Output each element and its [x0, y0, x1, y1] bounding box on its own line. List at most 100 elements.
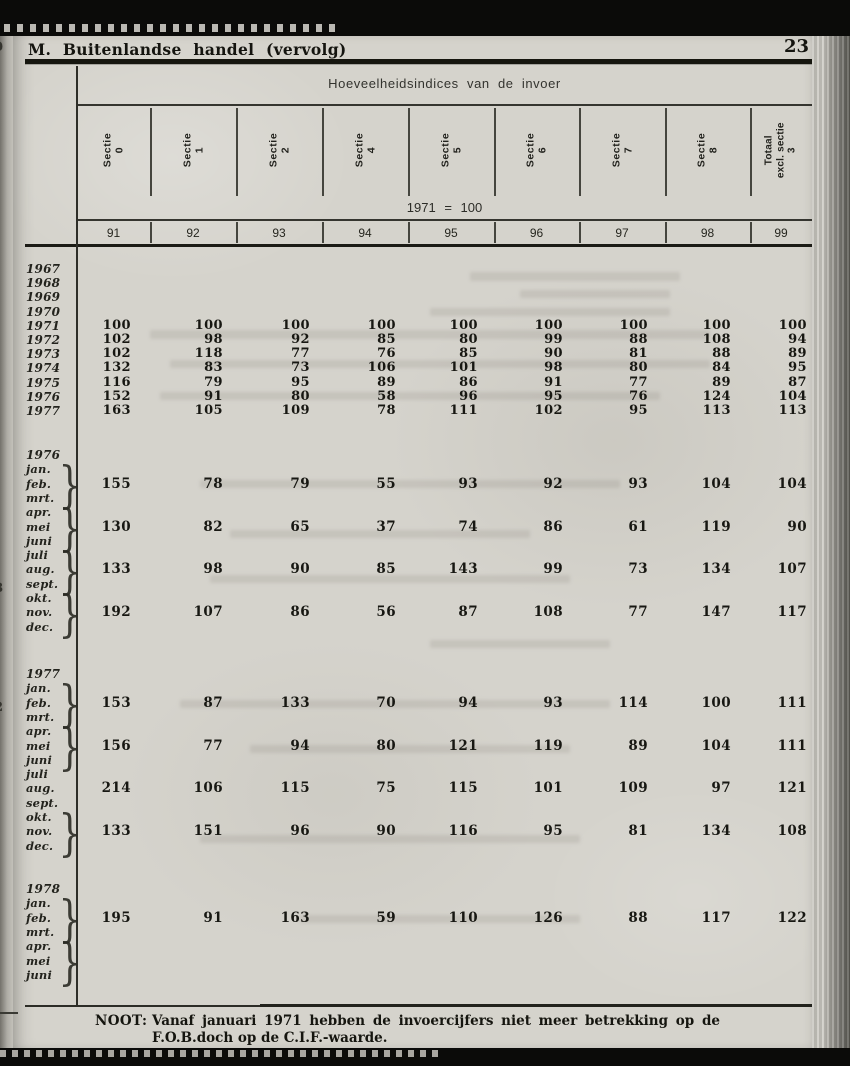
- table-cell: 89: [628, 737, 648, 754]
- table-rule-bottom-heavy: [260, 1004, 812, 1007]
- column-separator: [579, 222, 581, 243]
- table-cell: 195: [101, 909, 131, 926]
- row-label-month: aug.: [26, 781, 55, 796]
- table-cell: 104: [701, 475, 731, 492]
- table-cell: 163: [102, 403, 131, 418]
- row-label-month: okt.: [26, 810, 52, 824]
- table-cell: 89: [788, 346, 807, 362]
- table-cell: 95: [544, 388, 563, 404]
- row-label-year: 1968: [26, 276, 61, 291]
- table-cell: 80: [459, 332, 478, 347]
- table-cell: 90: [376, 823, 396, 840]
- table-cell: 37: [376, 518, 396, 535]
- table-cell: 100: [534, 317, 563, 333]
- column-code: 95: [444, 226, 458, 240]
- table-cell: 100: [619, 317, 648, 333]
- table-cell: 106: [367, 360, 396, 376]
- column-code: 99: [774, 226, 788, 240]
- table-cell: 100: [194, 317, 223, 333]
- scan-bleed-artifact: [200, 835, 580, 843]
- table-cell: 98: [204, 332, 223, 347]
- table-cell: 104: [701, 737, 731, 754]
- table-cell: 102: [534, 403, 563, 418]
- scan-bleed-artifact: [200, 480, 620, 488]
- row-label-month: sept.: [26, 576, 59, 591]
- table-cell: 108: [702, 332, 731, 347]
- scan-bleed-artifact: [430, 308, 670, 316]
- column-separator: [236, 108, 238, 196]
- table-cell: 92: [543, 475, 563, 492]
- table-cell: 111: [777, 694, 807, 711]
- group-brace: }: [58, 456, 82, 515]
- table-cell: 90: [787, 518, 807, 535]
- table-cell: 74: [458, 518, 478, 535]
- scan-bleed-artifact: [520, 290, 670, 298]
- table-cell: 81: [628, 823, 648, 840]
- group-brace: }: [58, 542, 82, 601]
- row-label-month: jan.: [26, 681, 51, 696]
- table-cell: 65: [290, 518, 310, 535]
- table-cell: 115: [448, 780, 478, 797]
- column-separator: [750, 108, 752, 196]
- row-label-month: apr.: [26, 505, 52, 520]
- row-label-month: juli: [26, 548, 49, 563]
- table-cell: 95: [291, 374, 310, 390]
- scan-bleed-artifact: [210, 575, 570, 583]
- table-cell: 126: [533, 909, 563, 926]
- table-cell: 101: [533, 780, 563, 797]
- table-cell: 113: [778, 403, 807, 418]
- table-cell: 93: [458, 475, 478, 492]
- column-separator: [750, 222, 752, 243]
- column-separator: [494, 108, 496, 196]
- table-cell: 90: [544, 346, 563, 362]
- table-rule-codes: [77, 219, 812, 221]
- column-header-label: Sectie 0: [101, 132, 126, 168]
- table-cell: 111: [449, 403, 478, 418]
- scan-bleed-artifact: [230, 530, 530, 538]
- table-cell: 119: [701, 518, 731, 535]
- table-cell: 117: [701, 909, 731, 926]
- row-label-year: 1977: [26, 404, 61, 418]
- row-label-year: 1978: [26, 882, 61, 896]
- table-cell: 95: [543, 823, 563, 840]
- row-label-year: 1971: [26, 318, 61, 333]
- table-cell: 87: [788, 374, 807, 390]
- row-label-year: 1973: [26, 347, 61, 362]
- binding-perforations: [0, 1050, 440, 1057]
- scan-top-band: [0, 0, 850, 36]
- footnote-line: Vanaf januari 1971 hebben de invoercijfe…: [152, 1013, 720, 1029]
- table-cell: 83: [204, 360, 223, 376]
- table-cell: 77: [291, 346, 310, 362]
- table-cell: 91: [544, 374, 563, 390]
- table-cell: 78: [203, 475, 223, 492]
- column-code: 98: [700, 226, 715, 240]
- table-cell: 90: [290, 561, 310, 578]
- table-cell: 88: [629, 332, 648, 347]
- table-cell: 87: [458, 604, 478, 621]
- group-brace: }: [58, 585, 82, 643]
- table-cell: 95: [629, 403, 648, 418]
- table-cell: 122: [777, 909, 807, 926]
- table-cell: 118: [194, 346, 223, 362]
- scan-bottom-band: [0, 1048, 850, 1066]
- scan-bleed-artifact: [160, 392, 660, 400]
- table-cell: 75: [376, 780, 396, 797]
- table-cell: 89: [377, 374, 396, 390]
- row-label-month: mrt.: [26, 924, 55, 939]
- row-label-year: 1970: [26, 304, 61, 319]
- table-cell: 105: [194, 403, 223, 418]
- table-cell: 93: [543, 694, 563, 711]
- row-label-month: feb.: [26, 910, 52, 925]
- row-label-month: mei: [26, 738, 51, 753]
- column-separator: [150, 222, 152, 243]
- table-cell: 93: [628, 475, 648, 492]
- table-cell: 80: [291, 388, 310, 404]
- table-cell: 98: [544, 360, 563, 376]
- table-cell: 117: [777, 604, 807, 621]
- group-brace: }: [58, 718, 82, 777]
- row-label-month: feb.: [26, 476, 52, 491]
- table-cell: 95: [788, 360, 807, 376]
- table-cell: 104: [777, 475, 807, 492]
- table-cell: 106: [193, 780, 223, 797]
- scan-bleed-artifact: [180, 700, 610, 708]
